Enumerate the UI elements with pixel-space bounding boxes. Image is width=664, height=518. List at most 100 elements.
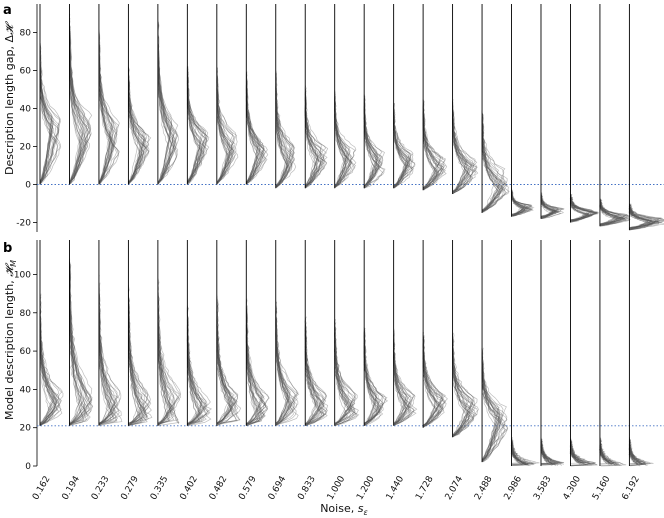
density-curve: [481, 364, 506, 462]
density-curve: [304, 328, 327, 426]
density-curve: [481, 123, 501, 212]
density-curve: [598, 444, 623, 467]
density-curve: [363, 100, 381, 189]
density-curve: [540, 439, 554, 466]
density-curve: [157, 42, 178, 184]
y-tick-label-b: 100: [14, 270, 31, 280]
density-curve: [275, 325, 291, 426]
density-curve: [540, 441, 558, 464]
density-group-a-17: [540, 4, 565, 220]
density-curve: [98, 288, 121, 426]
density-curve: [628, 441, 654, 465]
density-curve: [39, 47, 61, 183]
density-curve: [452, 121, 479, 194]
density-curve: [187, 81, 206, 183]
density-curve: [481, 365, 503, 460]
density-curve: [304, 329, 320, 425]
density-curve: [69, 29, 86, 182]
density-curve: [422, 120, 446, 189]
density-curve: [98, 299, 113, 426]
density-curve: [128, 74, 140, 184]
density-curve: [452, 344, 475, 437]
density-curve: [422, 109, 446, 189]
y-tick-label-a: -20: [16, 219, 31, 229]
density-curve: [540, 439, 562, 465]
density-curve: [128, 73, 143, 185]
density-curve: [570, 194, 590, 222]
y-tick-label-b: 80: [20, 309, 32, 319]
density-curve: [393, 333, 407, 426]
density-curve: [304, 321, 325, 427]
density-curve: [452, 102, 476, 192]
density-group-b-2: [98, 240, 123, 426]
density-curve: [363, 102, 379, 189]
density-curve: [452, 112, 477, 195]
density-curve: [628, 204, 662, 228]
density-curve: [540, 192, 560, 219]
density-curve: [628, 443, 645, 464]
density-curve: [39, 330, 62, 426]
density-curve: [628, 207, 654, 228]
density-curve: [393, 120, 411, 188]
density-curve: [39, 61, 57, 185]
density-curve: [69, 264, 92, 425]
density-curve: [363, 347, 377, 426]
density-curve: [363, 116, 383, 187]
density-curve: [393, 113, 414, 189]
density-curve: [481, 349, 498, 461]
y-axis-label-b: Model description length, 𝓗M: [3, 260, 18, 420]
density-curve: [422, 110, 441, 188]
density-curve: [304, 320, 324, 426]
density-curve: [275, 318, 291, 425]
density-curve: [98, 57, 113, 183]
density-curve: [216, 77, 233, 185]
x-tick-label: 0.482: [208, 475, 230, 502]
density-group-a-16: [510, 4, 535, 217]
density-curve: [452, 344, 474, 436]
density-curve: [245, 301, 261, 425]
density-curve: [39, 328, 54, 426]
density-curve: [452, 106, 474, 193]
density-curve: [275, 88, 295, 187]
density-group-b-18: [569, 240, 598, 467]
panel-b: 0 20 40 60 80 100: [14, 240, 664, 472]
density-curve: [275, 300, 291, 424]
density-curve: [98, 302, 120, 425]
density-curve: [216, 90, 239, 184]
density-curve: [275, 73, 297, 186]
density-curve: [128, 66, 147, 183]
density-curve: [569, 440, 587, 464]
density-curve: [628, 204, 656, 229]
density-curve: [157, 320, 172, 426]
density-curve: [540, 193, 557, 220]
panel-letter-a: a: [3, 3, 12, 18]
density-curve: [216, 312, 239, 424]
density-curve: [186, 329, 205, 425]
density-curve: [481, 361, 501, 462]
density-curve: [157, 299, 182, 426]
density-curve: [245, 88, 264, 183]
density-curve: [393, 114, 408, 188]
density-curve: [363, 346, 378, 426]
density-group-a-3: [127, 4, 152, 185]
density-curve: [422, 340, 443, 426]
density-curve: [363, 102, 378, 187]
density-curve: [628, 445, 641, 465]
density-curve: [186, 74, 203, 184]
density-curve: [186, 308, 208, 425]
density-curve: [98, 310, 114, 424]
density-curve: [511, 191, 526, 216]
density-curve: [628, 209, 653, 228]
density-curve: [481, 354, 497, 461]
density-curve: [599, 200, 626, 227]
density-curve: [275, 72, 289, 186]
density-curve: [186, 338, 201, 425]
density-curve: [216, 328, 237, 425]
density-curve: [157, 281, 172, 424]
density-curve: [481, 133, 504, 212]
density-curve: [452, 344, 475, 437]
density-curve: [98, 41, 117, 185]
density-curve: [334, 95, 357, 189]
density-curve: [304, 89, 319, 188]
